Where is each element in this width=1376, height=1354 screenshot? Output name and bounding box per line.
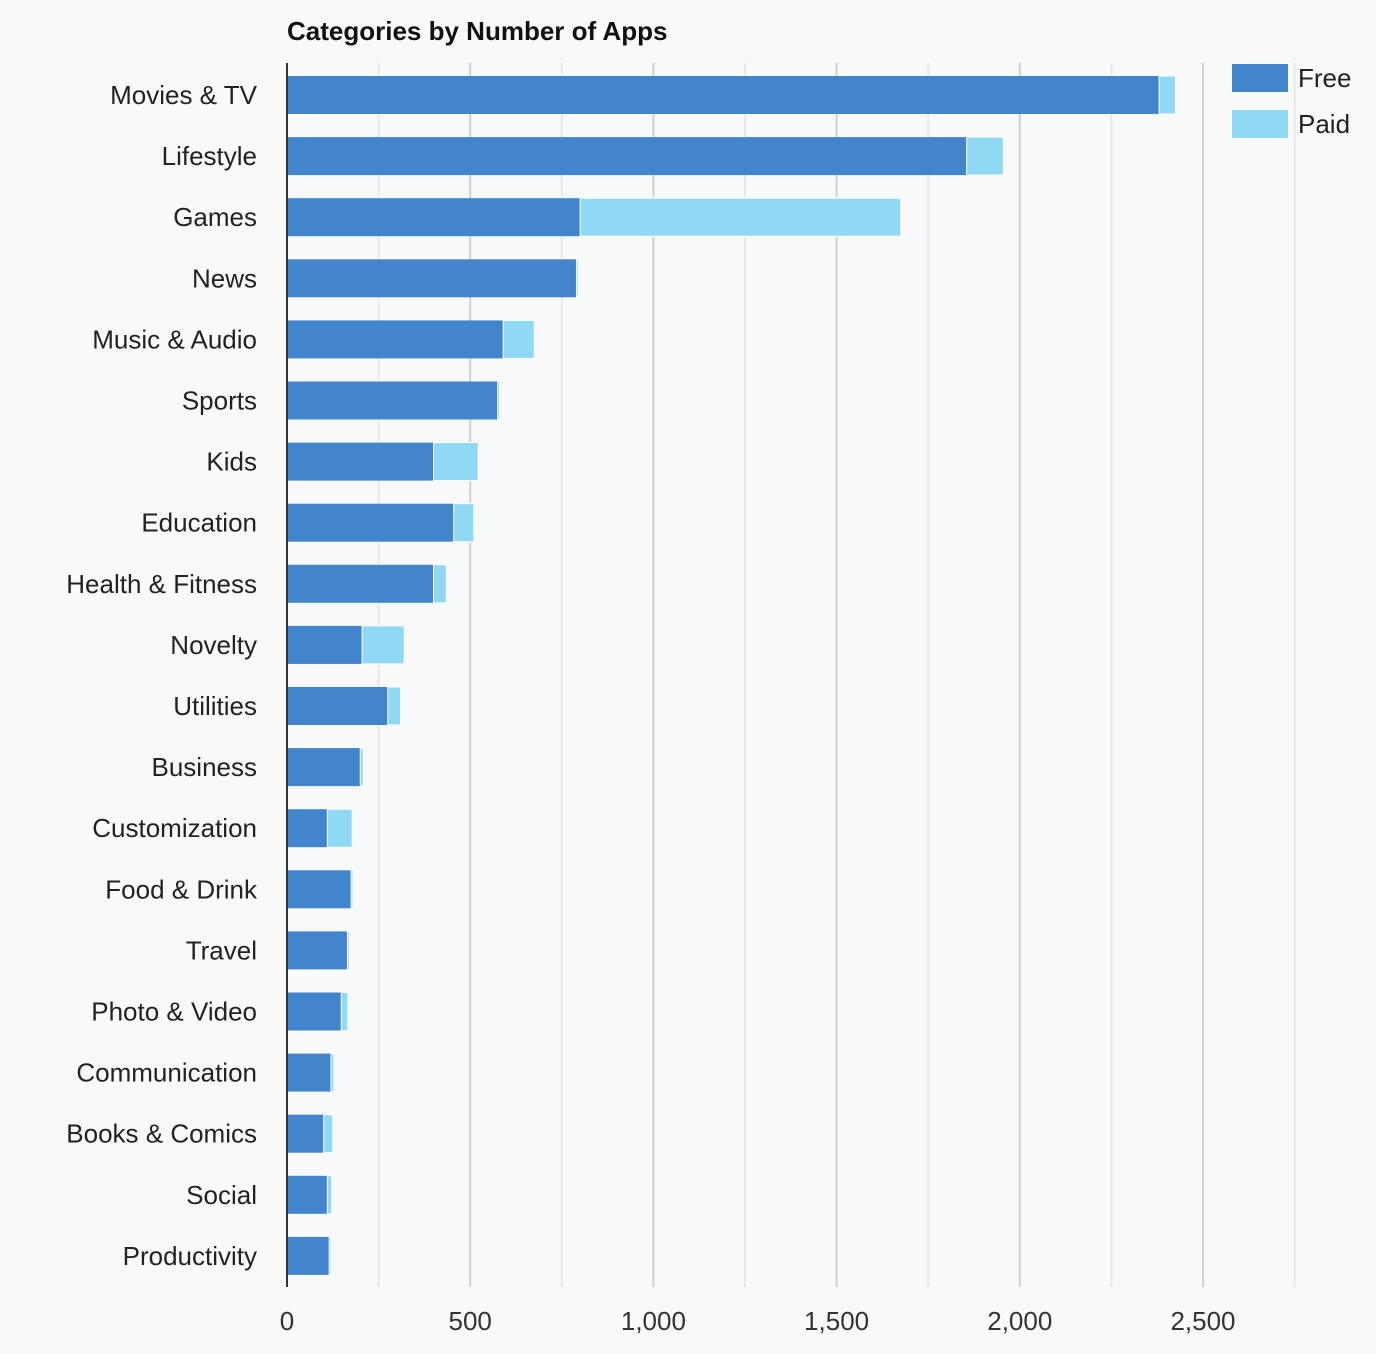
bar-free [287, 76, 1160, 114]
bar-paid [340, 992, 349, 1031]
bar-paid [326, 1175, 333, 1215]
category-label: Productivity [123, 1241, 257, 1271]
bar-paid [579, 197, 902, 237]
legend-swatch-paid [1232, 110, 1288, 138]
bar-paid [497, 381, 501, 420]
category-label: Utilities [173, 691, 257, 721]
legend-label-paid: Paid [1298, 109, 1350, 139]
category-label: News [192, 263, 257, 293]
bar-paid [350, 869, 354, 909]
category-label: Novelty [170, 630, 257, 660]
bar-free [287, 564, 434, 603]
bar-free [287, 198, 581, 237]
bar-free [287, 870, 352, 909]
category-label: Education [141, 508, 257, 538]
bar-free [287, 748, 361, 787]
bar-paid [323, 1114, 334, 1154]
bars [287, 75, 1177, 1276]
category-label: Communication [76, 1058, 257, 1088]
category-label: Books & Comics [66, 1119, 257, 1149]
bar-free [287, 1175, 328, 1214]
category-label: Sports [182, 386, 257, 416]
bar-free [287, 320, 504, 359]
bar-paid [433, 564, 447, 604]
x-tick-label: 500 [449, 1306, 492, 1336]
bar-paid [966, 136, 1004, 176]
x-tick-label: 0 [280, 1306, 294, 1336]
bar-paid [359, 747, 364, 787]
bar-free [287, 992, 342, 1031]
category-label: Kids [206, 447, 257, 477]
bar-free [287, 809, 328, 848]
bar-free [287, 259, 577, 298]
x-tick-label: 1,500 [804, 1306, 869, 1336]
category-label: Business [152, 752, 258, 782]
legend: Free Paid [1232, 63, 1351, 139]
category-label: Customization [92, 813, 257, 843]
category-labels: Movies & TV Lifestyle Games News Music & Aud… [66, 80, 258, 1271]
bar-free [287, 1053, 331, 1092]
legend-swatch-free [1232, 64, 1288, 92]
bar-free [287, 137, 967, 176]
legend-label-free: Free [1298, 63, 1351, 93]
bar-free [287, 442, 434, 481]
category-label: Travel [186, 935, 257, 965]
bar-free [287, 687, 388, 725]
bar-free [287, 1236, 330, 1275]
bar-free [287, 1114, 324, 1153]
bar-free [287, 503, 454, 542]
grid-lines [377, 63, 1296, 1287]
bar-free [287, 625, 363, 664]
x-tick-label: 2,000 [987, 1306, 1052, 1336]
bar-paid [1158, 75, 1177, 115]
bar-paid [326, 808, 353, 848]
bar-free [287, 931, 348, 970]
bar-paid [328, 1236, 332, 1276]
category-label: Lifestyle [162, 141, 257, 171]
category-label: Social [186, 1180, 257, 1210]
bar-paid [361, 625, 405, 665]
x-tick-label: 2,500 [1170, 1306, 1235, 1336]
bar-paid [433, 442, 479, 482]
bar-paid [575, 258, 579, 298]
bar-paid [502, 319, 535, 359]
bar-paid [346, 930, 350, 970]
category-label: Photo & Video [91, 997, 257, 1027]
category-label: Health & Fitness [66, 569, 257, 599]
x-tick-label: 1,000 [621, 1306, 686, 1336]
bar-paid [387, 686, 402, 726]
category-label: Music & Audio [92, 324, 257, 354]
category-label: Movies & TV [110, 80, 258, 110]
bar-paid [330, 1053, 335, 1093]
bar-paid [453, 503, 475, 543]
category-label: Food & Drink [105, 874, 258, 904]
bar-free [287, 381, 498, 420]
x-tick-labels: 0 500 1,000 1,500 2,000 2,500 [280, 1306, 1236, 1336]
category-label: Games [173, 202, 257, 232]
chart-title: Categories by Number of Apps [287, 16, 667, 46]
